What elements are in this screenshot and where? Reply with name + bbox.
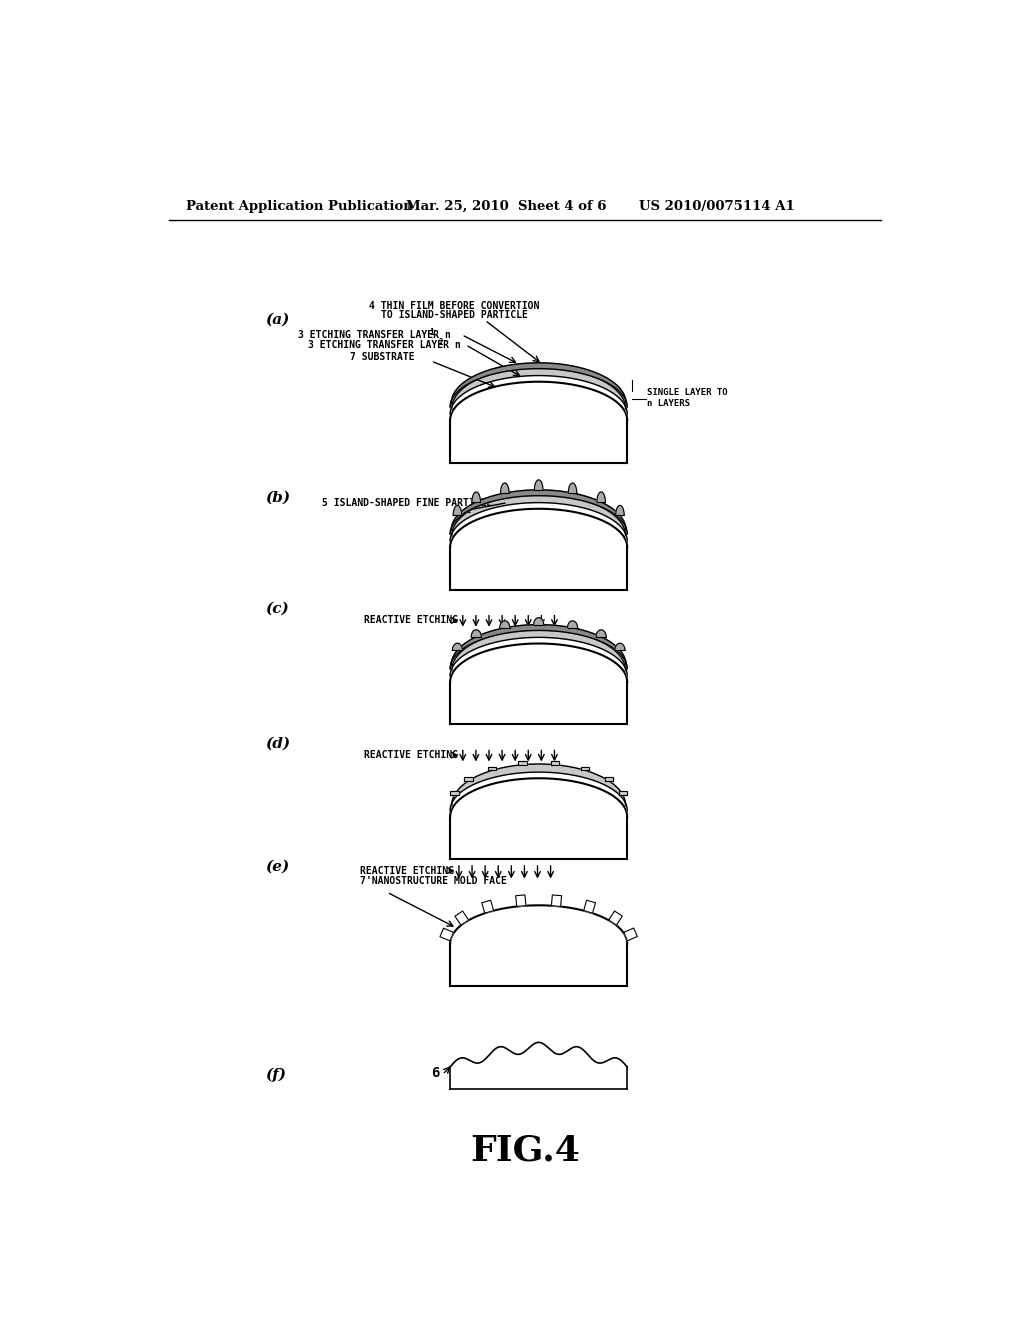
Text: 3 ETCHING TRANSFER LAYER n: 3 ETCHING TRANSFER LAYER n	[298, 330, 452, 339]
Text: (c): (c)	[265, 602, 289, 616]
Text: 5 ISLAND-SHAPED FINE PARTICLE: 5 ISLAND-SHAPED FINE PARTICLE	[322, 498, 492, 508]
Polygon shape	[534, 618, 544, 624]
Text: 2: 2	[438, 338, 443, 347]
Polygon shape	[584, 900, 596, 913]
Polygon shape	[451, 367, 628, 414]
Polygon shape	[453, 643, 463, 651]
Text: REACTIVE ETCHING: REACTIVE ETCHING	[364, 750, 458, 760]
Polygon shape	[451, 779, 628, 817]
Polygon shape	[481, 900, 494, 913]
Polygon shape	[552, 895, 561, 907]
Polygon shape	[454, 506, 462, 515]
Polygon shape	[451, 791, 459, 795]
Polygon shape	[615, 643, 625, 651]
Polygon shape	[455, 911, 469, 925]
Text: (a): (a)	[265, 313, 290, 327]
Text: (d): (d)	[265, 737, 291, 751]
Polygon shape	[608, 911, 623, 925]
Text: TO ISLAND-SHAPED PARTICLE: TO ISLAND-SHAPED PARTICLE	[381, 310, 527, 321]
Polygon shape	[500, 620, 510, 628]
Polygon shape	[615, 506, 625, 515]
Polygon shape	[567, 620, 578, 628]
Polygon shape	[551, 760, 559, 764]
Text: 1: 1	[429, 327, 434, 337]
Text: 7'NANOSTRUCTURE MOLD FACE: 7'NANOSTRUCTURE MOLD FACE	[360, 875, 507, 886]
Text: 4 THIN FILM BEFORE CONVERTION: 4 THIN FILM BEFORE CONVERTION	[369, 301, 540, 312]
Text: n LAYERS: n LAYERS	[647, 399, 690, 408]
Polygon shape	[451, 624, 628, 669]
Polygon shape	[451, 495, 628, 541]
Polygon shape	[451, 906, 628, 944]
Text: REACTIVE ETCHING: REACTIVE ETCHING	[364, 615, 458, 626]
Polygon shape	[451, 363, 628, 407]
Polygon shape	[451, 764, 628, 810]
Polygon shape	[487, 767, 497, 771]
Polygon shape	[581, 767, 590, 771]
Polygon shape	[535, 480, 543, 490]
Polygon shape	[501, 483, 509, 494]
Text: Mar. 25, 2010  Sheet 4 of 6: Mar. 25, 2010 Sheet 4 of 6	[407, 199, 606, 213]
Polygon shape	[518, 760, 526, 764]
Polygon shape	[472, 492, 480, 502]
Text: SINGLE LAYER TO: SINGLE LAYER TO	[647, 388, 728, 397]
Polygon shape	[605, 777, 613, 781]
Polygon shape	[516, 895, 526, 907]
Text: US 2010/0075114 A1: US 2010/0075114 A1	[639, 199, 795, 213]
Polygon shape	[597, 492, 605, 502]
Text: FIG.4: FIG.4	[470, 1133, 580, 1167]
Polygon shape	[618, 791, 627, 795]
Text: REACTIVE ETCHING: REACTIVE ETCHING	[360, 866, 454, 875]
Polygon shape	[471, 630, 481, 636]
Polygon shape	[451, 381, 628, 420]
Polygon shape	[451, 644, 628, 682]
Text: (b): (b)	[265, 490, 291, 504]
Polygon shape	[568, 483, 577, 494]
Polygon shape	[464, 777, 472, 781]
Polygon shape	[451, 490, 628, 535]
Polygon shape	[451, 630, 628, 676]
Text: 7 SUBSTRATE: 7 SUBSTRATE	[350, 352, 415, 362]
Text: 3 ETCHING TRANSFER LAYER n: 3 ETCHING TRANSFER LAYER n	[307, 339, 461, 350]
Polygon shape	[440, 928, 454, 941]
Text: 6: 6	[431, 1067, 439, 1080]
Polygon shape	[624, 928, 637, 941]
Text: (f): (f)	[265, 1068, 287, 1082]
Text: (e): (e)	[265, 859, 290, 874]
Polygon shape	[451, 508, 628, 548]
Text: Patent Application Publication: Patent Application Publication	[186, 199, 413, 213]
Polygon shape	[596, 630, 606, 636]
